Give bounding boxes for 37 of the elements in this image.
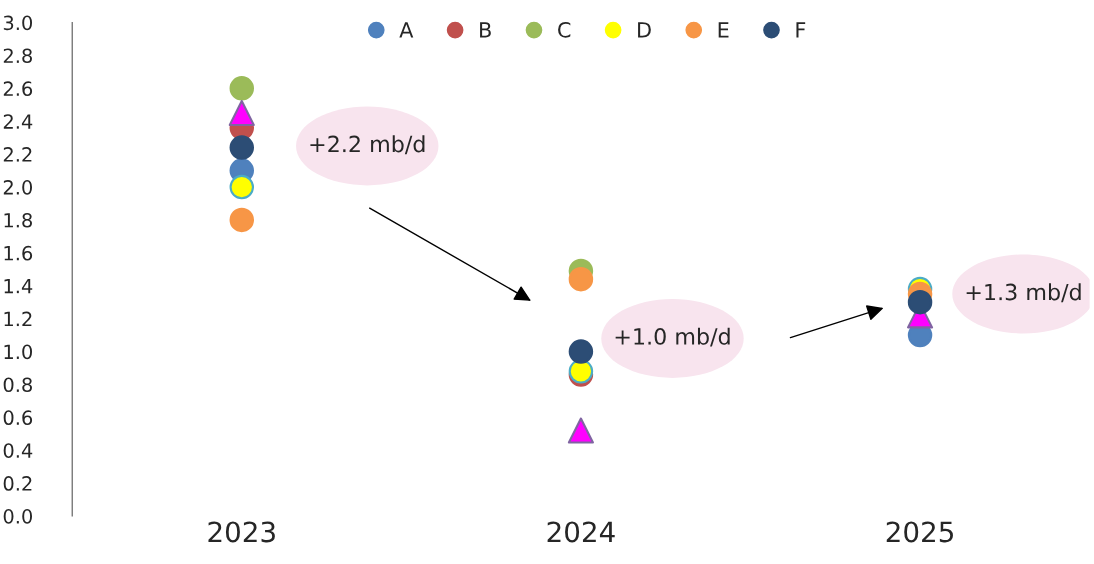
x-tick-label: 2024 xyxy=(547,521,615,543)
y-tick-label: 0.2 xyxy=(3,476,32,491)
x-tick-label: 2025 xyxy=(886,521,953,543)
y-tick-label: 0.6 xyxy=(3,410,33,426)
y-tick-label: 2.0 xyxy=(3,180,33,195)
y-tick-label: 0.8 xyxy=(3,377,32,393)
point xyxy=(228,99,255,127)
legend-label: A xyxy=(399,22,414,38)
y-tick-label: 1.2 xyxy=(4,311,32,327)
point xyxy=(229,135,255,160)
point xyxy=(567,417,594,444)
legend-label: C xyxy=(558,21,571,38)
legend-label: E xyxy=(718,22,729,38)
y-tick-label: 0.0 xyxy=(3,509,33,524)
legend-label: D xyxy=(638,22,651,38)
y-tick-label: 1.6 xyxy=(4,245,33,261)
legend-label: F xyxy=(796,22,806,38)
annotation: +1.0 mb/d xyxy=(615,327,730,347)
point xyxy=(229,207,255,233)
y-tick-label: 1.8 xyxy=(4,212,32,228)
y-tick-label: 2.2 xyxy=(3,147,32,162)
x-tick-label: 2023 xyxy=(208,521,275,543)
y-tick-label: 3.0 xyxy=(3,15,33,31)
point xyxy=(229,174,255,200)
point xyxy=(568,339,594,364)
point xyxy=(568,266,594,292)
point xyxy=(229,76,255,101)
annotation: +2.2 mb/d xyxy=(310,135,425,155)
y-tick-label: 1.0 xyxy=(4,344,33,360)
y-tick-label: 2.6 xyxy=(3,81,33,97)
y-tick-label: 0.4 xyxy=(3,443,33,458)
y-tick-label: 1.4 xyxy=(4,278,33,294)
legend-label: B xyxy=(480,22,491,38)
point xyxy=(907,289,933,315)
y-tick-label: 2.4 xyxy=(3,114,33,129)
annotation: +1.3 mb/d xyxy=(966,283,1081,303)
y-tick-label: 2.8 xyxy=(3,48,32,64)
